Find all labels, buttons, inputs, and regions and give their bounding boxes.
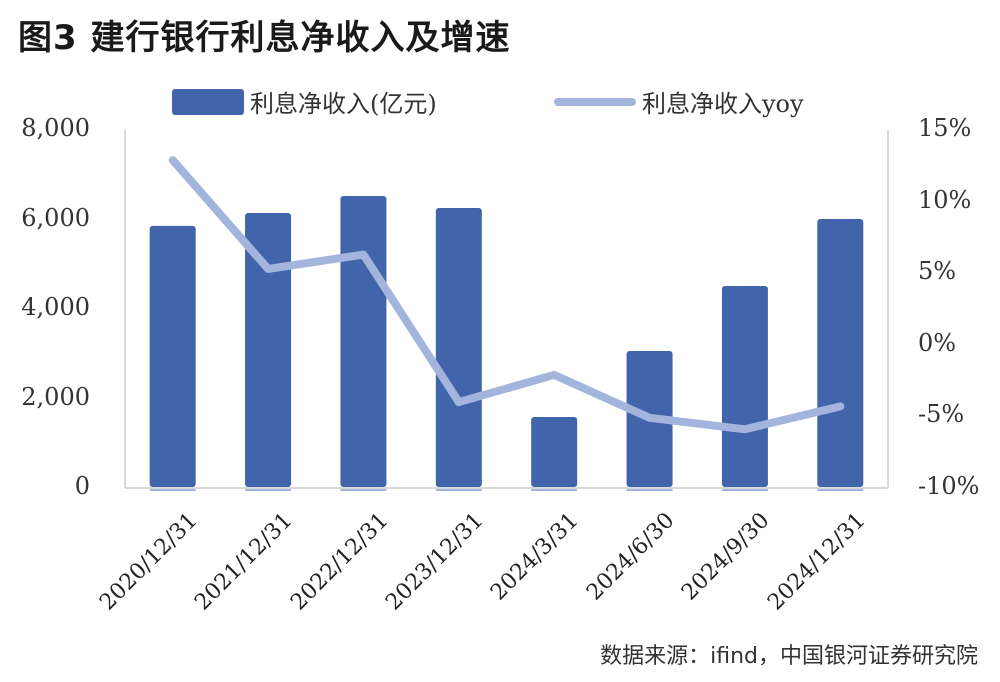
bar-baseline-mark [817, 489, 864, 491]
legend-item-bar: 利息净收入(亿元) [172, 84, 437, 119]
bar-baseline-mark [435, 489, 482, 491]
left-axis-tick: 2,000 [21, 383, 90, 411]
right-axis-tick: -5% [918, 400, 965, 428]
right-axis-tick: -10% [918, 472, 980, 500]
left-axis-tick: 8,000 [21, 114, 90, 142]
bar [435, 207, 482, 487]
legend-line-swatch [554, 97, 636, 106]
bar-baseline-mark [531, 489, 578, 491]
bar-baseline-mark [149, 489, 196, 491]
bar-baseline-mark [626, 489, 673, 491]
bar [817, 219, 864, 487]
bar-baseline-mark [245, 489, 292, 491]
right-axis-tick: 5% [918, 257, 957, 285]
chart-title: 图3 建行银行利息净收入及增速 [18, 18, 511, 58]
right-axis-tick: 0% [918, 329, 957, 357]
legend-bar-label: 利息净收入(亿元) [250, 90, 437, 118]
right-axis-tick: 15% [918, 114, 972, 142]
left-axis-tick: 4,000 [21, 293, 90, 321]
bar-baseline-mark [721, 489, 768, 491]
bar [245, 213, 292, 488]
left-axis-tick: 6,000 [21, 204, 90, 232]
legend-bar-swatch [172, 88, 244, 115]
bar [531, 416, 578, 487]
legend: 利息净收入(亿元) 利息净收入yoy [0, 84, 1000, 120]
legend-item-line: 利息净收入yoy [554, 84, 804, 119]
yoy-line [168, 156, 845, 434]
source-note: 数据来源：ifind，中国银河证券研究院 [600, 644, 978, 669]
bar [340, 196, 387, 487]
legend-line-label: 利息净收入yoy [642, 90, 804, 118]
bar [721, 285, 768, 487]
left-axis-tick: 0 [74, 472, 90, 500]
bar-baseline-mark [340, 489, 387, 491]
right-axis-tick: 10% [918, 186, 972, 214]
bar [149, 225, 196, 488]
